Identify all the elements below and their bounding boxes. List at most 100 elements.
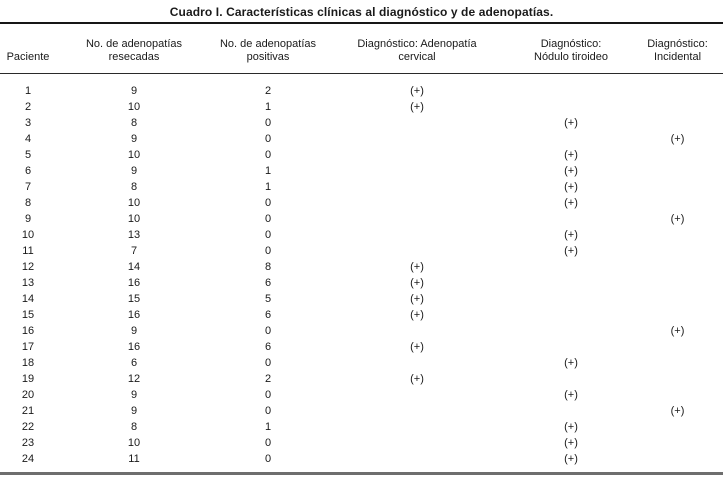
clinical-characteristics-table: Paciente No. de adenopatías resecadas No… xyxy=(0,24,723,467)
cell-paciente: 15 xyxy=(21,308,35,321)
cell-diagnostico-incidental xyxy=(632,73,723,99)
cell-adenopatias-positivas: 0 xyxy=(264,212,272,225)
column-header-diagnostico-incidental: Diagnóstico: Incidental xyxy=(632,24,723,74)
table-row: 4 9 0 (+) xyxy=(0,131,723,147)
cell-diagnostico-adenopatia-cervical: (+) xyxy=(410,260,424,273)
cell-adenopatias-resecadas: 15 xyxy=(127,292,141,305)
table-row: 24 11 0 (+) xyxy=(0,451,723,467)
table-row: 16 9 0 (+) xyxy=(0,323,723,339)
cell-adenopatias-positivas: 1 xyxy=(264,420,272,433)
table-header: Paciente No. de adenopatías resecadas No… xyxy=(0,24,723,74)
cell-diagnostico-incidental xyxy=(632,435,723,451)
cell-adenopatias-positivas: 1 xyxy=(264,180,272,193)
cell-diagnostico-nodulo-tiroideo xyxy=(510,339,632,355)
cell-adenopatias-positivas: 0 xyxy=(264,404,272,417)
cell-paciente: 9 xyxy=(24,212,32,225)
cell-diagnostico-incidental xyxy=(632,387,723,403)
cell-paciente: 16 xyxy=(21,324,35,337)
table-row: 18 6 0 (+) xyxy=(0,355,723,371)
cell-paciente: 10 xyxy=(21,228,35,241)
cell-diagnostico-nodulo-tiroideo: (+) xyxy=(564,452,578,465)
cell-adenopatias-resecadas: 8 xyxy=(130,420,138,433)
cell-diagnostico-incidental xyxy=(632,243,723,259)
cell-adenopatias-resecadas: 10 xyxy=(127,436,141,449)
column-header-paciente: Paciente xyxy=(0,24,56,74)
table-row: 12 14 8 (+) xyxy=(0,259,723,275)
cell-diagnostico-nodulo-tiroideo: (+) xyxy=(564,180,578,193)
cell-diagnostico-adenopatia-cervical xyxy=(324,355,510,371)
header-row: Paciente No. de adenopatías resecadas No… xyxy=(0,24,723,74)
cell-adenopatias-resecadas: 16 xyxy=(127,340,141,353)
cell-diagnostico-incidental xyxy=(632,291,723,307)
cell-diagnostico-incidental xyxy=(632,307,723,323)
cell-diagnostico-incidental xyxy=(632,451,723,467)
cell-diagnostico-adenopatia-cervical xyxy=(324,227,510,243)
cell-diagnostico-nodulo-tiroideo: (+) xyxy=(564,116,578,129)
cell-diagnostico-adenopatia-cervical xyxy=(324,195,510,211)
cell-adenopatias-resecadas: 9 xyxy=(130,84,138,97)
cell-diagnostico-nodulo-tiroideo xyxy=(510,371,632,387)
cell-adenopatias-resecadas: 10 xyxy=(127,196,141,209)
cell-diagnostico-nodulo-tiroideo xyxy=(510,73,632,99)
cell-paciente: 18 xyxy=(21,356,35,369)
cell-adenopatias-resecadas: 10 xyxy=(127,100,141,113)
cell-adenopatias-positivas: 0 xyxy=(264,324,272,337)
table-row: 9 10 0 (+) xyxy=(0,211,723,227)
cell-diagnostico-adenopatia-cervical: (+) xyxy=(410,308,424,321)
table-body: 1 9 2 (+) 2 10 1 (+) 3 8 0 (+) 4 9 0 (+) 5 10 0 (+) 6 9 1 (+) 7 8… xyxy=(0,73,723,467)
cell-adenopatias-positivas: 6 xyxy=(264,276,272,289)
table-row: 22 8 1 (+) xyxy=(0,419,723,435)
cell-diagnostico-incidental xyxy=(632,195,723,211)
table-row: 2 10 1 (+) xyxy=(0,99,723,115)
cell-diagnostico-incidental xyxy=(632,147,723,163)
table-title: Cuadro I. Características clínicas al di… xyxy=(169,5,554,19)
bottom-rule xyxy=(0,471,723,475)
cell-paciente: 3 xyxy=(24,116,32,129)
column-header-diagnostico-nodulo-tiroideo: Diagnóstico: Nódulo tiroideo xyxy=(510,24,632,74)
cell-adenopatias-resecadas: 10 xyxy=(127,212,141,225)
cell-adenopatias-resecadas: 10 xyxy=(127,148,141,161)
cell-paciente: 11 xyxy=(22,244,34,257)
cell-paciente: 13 xyxy=(21,276,35,289)
cell-diagnostico-incidental xyxy=(632,99,723,115)
cell-diagnostico-nodulo-tiroideo xyxy=(510,307,632,323)
cell-adenopatias-positivas: 0 xyxy=(264,196,272,209)
cell-diagnostico-nodulo-tiroideo: (+) xyxy=(564,148,578,161)
table-row: 20 9 0 (+) xyxy=(0,387,723,403)
cell-adenopatias-resecadas: 13 xyxy=(127,228,141,241)
cell-diagnostico-incidental: (+) xyxy=(670,132,685,145)
table-row: 19 12 2 (+) xyxy=(0,371,723,387)
cell-adenopatias-resecadas: 11 xyxy=(128,452,140,465)
cell-adenopatias-resecadas: 7 xyxy=(130,244,138,257)
column-header-diagnostico-adenopatia-cervical: Diagnóstico: Adenopatía cervical xyxy=(324,24,510,74)
cell-paciente: 8 xyxy=(24,196,32,209)
cell-diagnostico-incidental xyxy=(632,355,723,371)
column-header-adenopatias-positivas: No. de adenopatías positivas xyxy=(212,24,324,74)
cell-adenopatias-resecadas: 9 xyxy=(130,164,138,177)
table-row: 21 9 0 (+) xyxy=(0,403,723,419)
cell-diagnostico-nodulo-tiroideo xyxy=(510,275,632,291)
cell-paciente: 21 xyxy=(21,404,35,417)
cell-diagnostico-adenopatia-cervical xyxy=(324,387,510,403)
cell-adenopatias-resecadas: 9 xyxy=(130,324,138,337)
cell-paciente: 17 xyxy=(21,340,35,353)
cell-adenopatias-resecadas: 14 xyxy=(127,260,141,273)
cell-adenopatias-positivas: 0 xyxy=(264,388,272,401)
cell-adenopatias-positivas: 0 xyxy=(264,436,272,449)
cell-adenopatias-resecadas: 6 xyxy=(130,356,138,369)
table-row: 10 13 0 (+) xyxy=(0,227,723,243)
cell-adenopatias-resecadas: 12 xyxy=(127,372,141,385)
table-row: 1 9 2 (+) xyxy=(0,73,723,99)
cell-diagnostico-incidental xyxy=(632,275,723,291)
cell-diagnostico-nodulo-tiroideo xyxy=(510,291,632,307)
cell-diagnostico-nodulo-tiroideo xyxy=(510,131,632,147)
table-row: 5 10 0 (+) xyxy=(0,147,723,163)
table-row: 15 16 6 (+) xyxy=(0,307,723,323)
cell-paciente: 2 xyxy=(24,100,32,113)
cell-diagnostico-incidental: (+) xyxy=(670,404,685,417)
cell-diagnostico-adenopatia-cervical xyxy=(324,179,510,195)
cell-adenopatias-positivas: 0 xyxy=(264,452,272,465)
column-header-adenopatias-resecadas: No. de adenopatías resecadas xyxy=(56,24,212,74)
cell-diagnostico-adenopatia-cervical xyxy=(324,115,510,131)
cell-paciente: 20 xyxy=(21,388,35,401)
